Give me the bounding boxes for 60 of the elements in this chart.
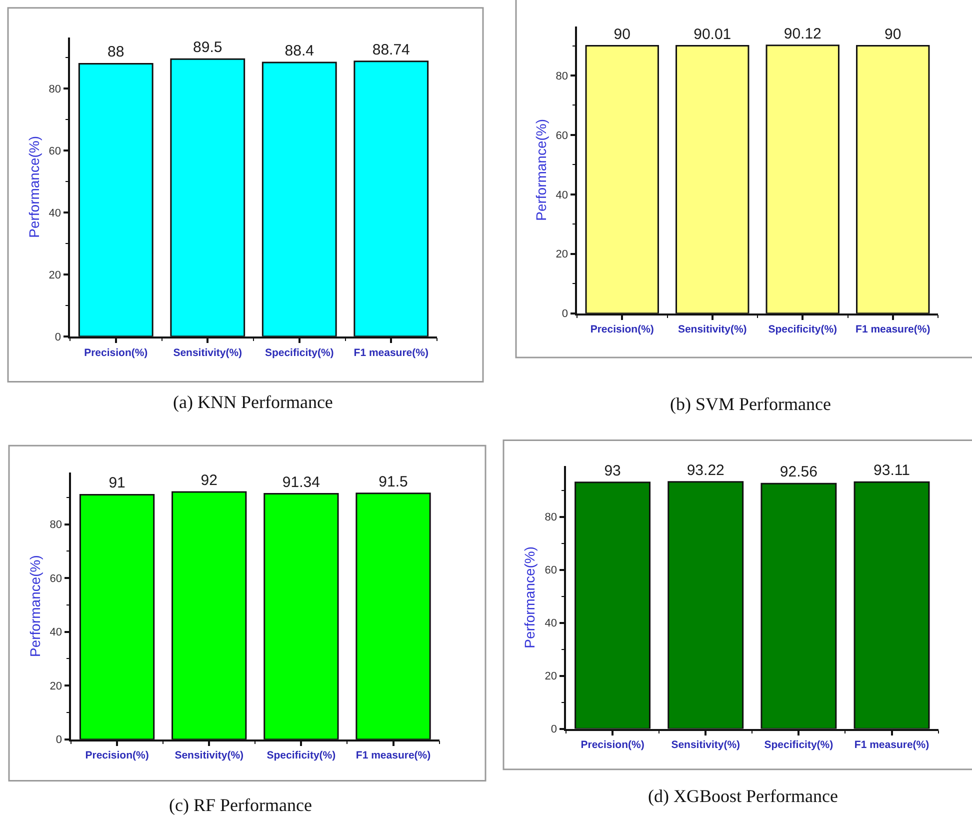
text: (a) KNN Performance: [173, 392, 333, 412]
x-tick-label: Precision(%): [580, 739, 644, 752]
x-tick-label: Precision(%): [85, 750, 149, 762]
y-tick-label: 60: [556, 130, 568, 142]
x-tick-label: Precision(%): [84, 346, 148, 359]
y-tick-label: 60: [50, 572, 62, 585]
y-axis-title: Performance(%): [522, 546, 538, 648]
x-tick-label: Specificity(%): [264, 346, 334, 359]
y-tick-label: 0: [56, 734, 62, 746]
x-tick-label: Sensitivity(%): [671, 739, 740, 752]
data-label: 89.5: [193, 39, 222, 56]
y-tick-label: 0: [562, 308, 568, 320]
y-axis-title: Performance(%): [26, 136, 42, 238]
data-label: 93.22: [686, 462, 724, 479]
data-label: 90: [884, 26, 902, 43]
x-tick-label: Specificity(%): [768, 324, 838, 336]
y-tick-label: 40: [48, 207, 62, 220]
data-label: 91: [108, 474, 126, 492]
x-tick-label: Precision(%): [590, 324, 654, 336]
text: (c) RF Performance: [169, 795, 312, 815]
data-label: 90.01: [694, 26, 732, 43]
x-tick-label: F1 measure(%): [356, 750, 431, 762]
y-tick-label: 20: [556, 248, 568, 261]
x-tick-label: F1 measure(%): [856, 324, 930, 336]
x-tick-label: Sensitivity(%): [173, 346, 242, 359]
x-tick-label: F1 measure(%): [854, 739, 930, 752]
data-label: 92.56: [780, 464, 818, 481]
y-tick-label: 20: [50, 680, 62, 692]
y-tick-label: 0: [550, 724, 558, 736]
y-tick-label: 40: [544, 618, 558, 630]
y-tick-label: 20: [48, 269, 62, 282]
x-tick-label: Specificity(%): [764, 739, 834, 752]
data-label: 91.5: [378, 473, 408, 490]
data-label: 90: [614, 26, 630, 43]
y-tick-label: 80: [556, 70, 568, 82]
text: (d) XGBoost Performance: [648, 786, 838, 806]
data-label: 88.4: [284, 42, 314, 60]
y-tick-label: 40: [50, 626, 62, 639]
data-label: 90.12: [784, 25, 822, 42]
data-label: 92: [200, 472, 218, 490]
y-tick-label: 80: [48, 83, 62, 96]
data-label: 88.74: [372, 41, 410, 58]
y-tick-label: 80: [50, 519, 62, 532]
data-label: 93: [604, 462, 621, 480]
y-tick-label: 40: [556, 189, 568, 202]
y-axis-title: Performance(%): [533, 118, 550, 221]
y-tick-label: 80: [544, 512, 558, 524]
data-label: 88: [108, 44, 124, 61]
x-tick-label: Sensitivity(%): [174, 750, 244, 762]
data-label: 93.11: [874, 462, 910, 480]
y-axis-title: Performance(%): [26, 555, 43, 658]
x-tick-label: Sensitivity(%): [678, 324, 747, 336]
data-label: 91.34: [282, 474, 320, 491]
x-tick-label: Specificity(%): [266, 750, 336, 762]
y-tick-label: 60: [544, 564, 558, 577]
y-tick-label: 0: [54, 331, 62, 344]
y-tick-label: 60: [48, 145, 62, 158]
x-tick-label: F1 measure(%): [354, 346, 428, 359]
text: (b) SVM Performance: [670, 394, 831, 414]
y-tick-label: 20: [544, 670, 558, 683]
